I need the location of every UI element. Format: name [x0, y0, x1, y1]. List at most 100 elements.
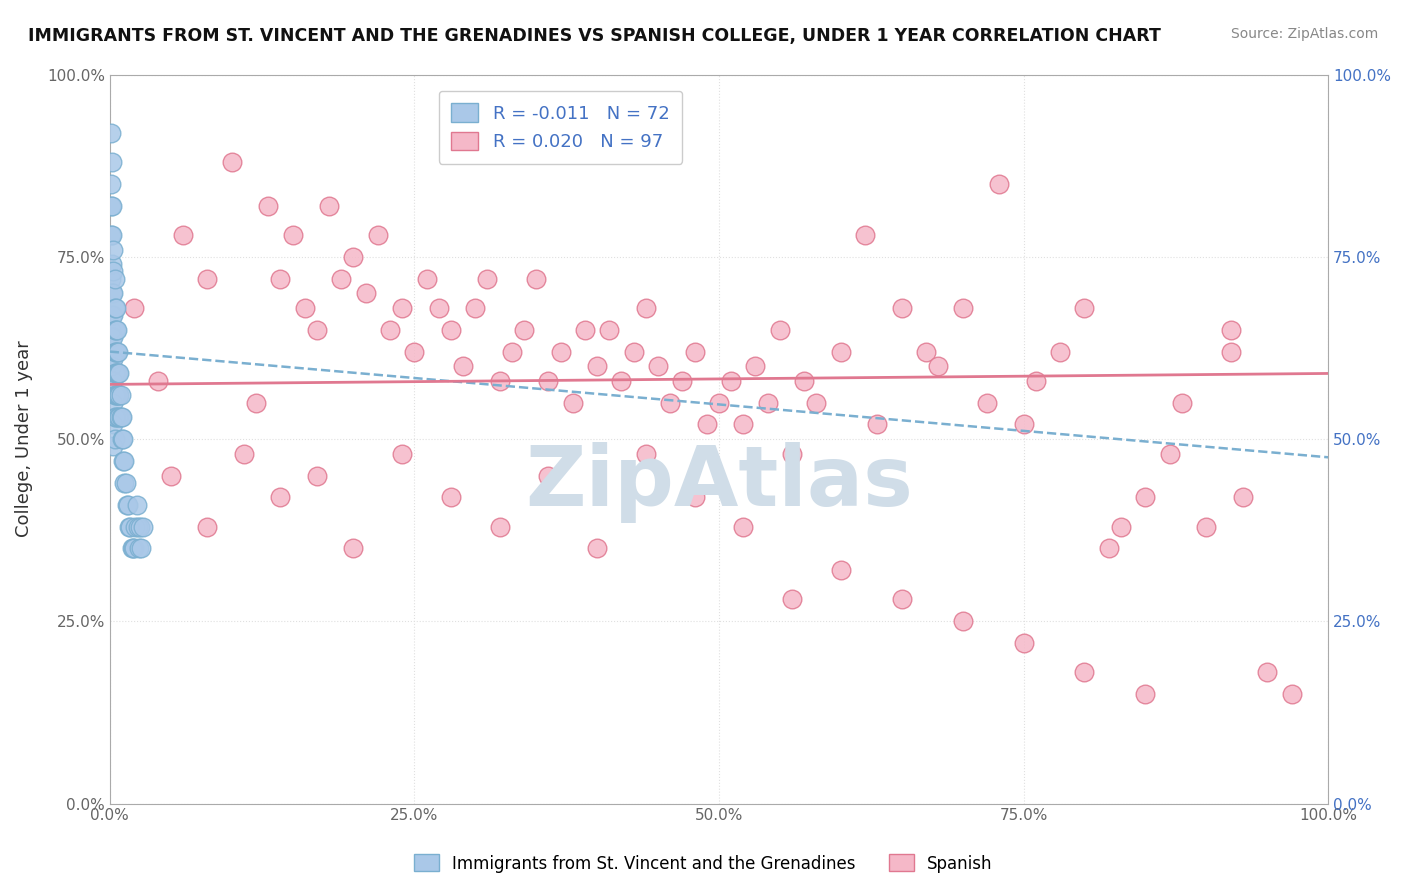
Point: [101, 155, 124, 169]
Point: [696, 417, 718, 432]
Point: [1012, 636, 1035, 650]
Point: [415, 271, 437, 285]
Point: [634, 301, 657, 315]
Point: [720, 374, 742, 388]
Point: [101, 286, 124, 301]
Point: [488, 374, 510, 388]
Point: [104, 301, 127, 315]
Point: [257, 199, 280, 213]
Point: [281, 227, 304, 242]
Point: [501, 344, 523, 359]
Point: [103, 264, 125, 278]
Point: [103, 395, 125, 409]
Point: [127, 519, 149, 533]
Point: [110, 410, 132, 425]
Point: [733, 519, 755, 533]
Point: [866, 417, 889, 432]
Legend: R = -0.011   N = 72, R = 0.020   N = 97: R = -0.011 N = 72, R = 0.020 N = 97: [439, 91, 682, 164]
Point: [100, 227, 122, 242]
Point: [122, 541, 145, 556]
Point: [524, 271, 547, 285]
Point: [440, 323, 463, 337]
Point: [1135, 687, 1157, 701]
Point: [107, 344, 129, 359]
Point: [1012, 417, 1035, 432]
Point: [1195, 519, 1218, 533]
Point: [342, 541, 364, 556]
Point: [1159, 447, 1181, 461]
Point: [108, 367, 131, 381]
Point: [111, 432, 134, 446]
Point: [305, 323, 328, 337]
Point: [1049, 344, 1071, 359]
Point: [586, 359, 609, 373]
Point: [890, 301, 912, 315]
Point: [232, 447, 254, 461]
Point: [100, 271, 122, 285]
Point: [100, 323, 122, 337]
Point: [124, 519, 146, 533]
Point: [1109, 519, 1132, 533]
Point: [294, 301, 316, 315]
Point: [598, 323, 620, 337]
Text: IMMIGRANTS FROM ST. VINCENT AND THE GRENADINES VS SPANISH COLLEGE, UNDER 1 YEAR : IMMIGRANTS FROM ST. VINCENT AND THE GREN…: [28, 27, 1161, 45]
Point: [104, 367, 127, 381]
Point: [245, 395, 267, 409]
Point: [221, 155, 243, 169]
Point: [195, 271, 218, 285]
Point: [623, 344, 645, 359]
Point: [104, 388, 127, 402]
Point: [330, 271, 353, 285]
Point: [890, 592, 912, 607]
Point: [1219, 323, 1241, 337]
Point: [683, 344, 706, 359]
Point: [707, 395, 730, 409]
Point: [477, 271, 499, 285]
Point: [172, 227, 194, 242]
Point: [269, 491, 291, 505]
Point: [122, 541, 145, 556]
Text: ZipAtlas: ZipAtlas: [524, 442, 912, 524]
Point: [105, 388, 128, 402]
Point: [108, 388, 131, 402]
Point: [103, 417, 125, 432]
Point: [103, 243, 125, 257]
Point: [104, 432, 127, 446]
Point: [104, 323, 127, 337]
Point: [927, 359, 949, 373]
Point: [1098, 541, 1121, 556]
Point: [101, 330, 124, 344]
Y-axis label: College, Under 1 year: College, Under 1 year: [15, 341, 32, 538]
Point: [115, 498, 138, 512]
Point: [195, 519, 218, 533]
Point: [574, 323, 596, 337]
Point: [101, 227, 124, 242]
Legend: Immigrants from St. Vincent and the Grenadines, Spanish: Immigrants from St. Vincent and the Gren…: [406, 847, 1000, 880]
Point: [756, 395, 779, 409]
Point: [110, 388, 132, 402]
Point: [104, 271, 127, 285]
Point: [793, 374, 815, 388]
Point: [647, 359, 669, 373]
Point: [103, 286, 125, 301]
Point: [659, 395, 682, 409]
Point: [952, 301, 974, 315]
Point: [131, 541, 153, 556]
Point: [1219, 344, 1241, 359]
Point: [451, 359, 474, 373]
Point: [367, 227, 389, 242]
Point: [354, 286, 377, 301]
Point: [101, 308, 124, 322]
Point: [830, 563, 852, 577]
Point: [440, 491, 463, 505]
Point: [806, 395, 828, 409]
Point: [952, 615, 974, 629]
Point: [550, 344, 572, 359]
Point: [105, 367, 128, 381]
Point: [100, 126, 122, 140]
Point: [122, 301, 145, 315]
Point: [269, 271, 291, 285]
Point: [1281, 687, 1303, 701]
Point: [537, 468, 560, 483]
Point: [101, 359, 124, 373]
